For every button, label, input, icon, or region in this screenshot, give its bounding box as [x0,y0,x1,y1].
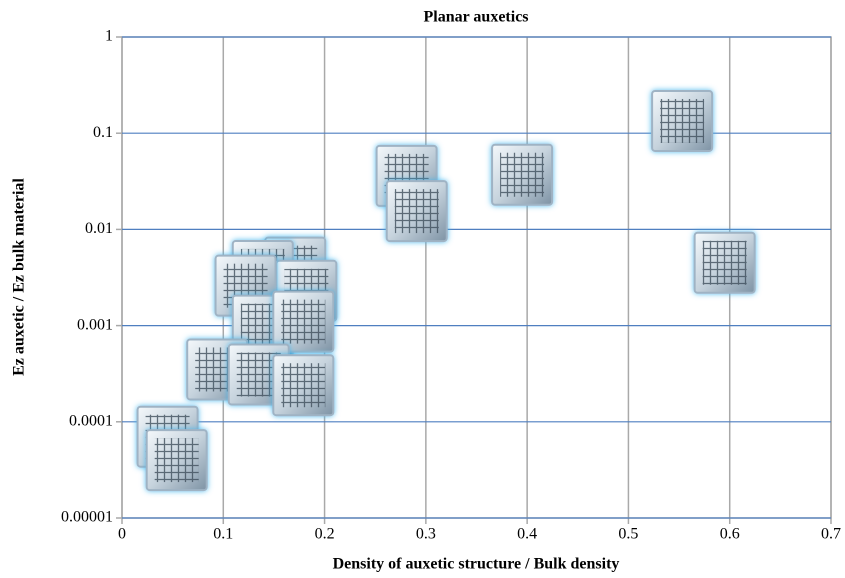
point [272,354,335,417]
y-tick-label: 0.01 [85,220,113,237]
point-lattice [702,240,747,285]
point-lattice [660,98,705,143]
x-tick-label: 0 [118,526,126,543]
x-axis-title: Density of auxetic structure / Bulk dens… [333,556,620,573]
point [145,429,208,492]
x-tick-label: 0.2 [315,526,335,543]
x-tick-label: 0.6 [720,526,740,543]
x-tick-label: 0.7 [821,526,841,543]
point [272,290,335,353]
point [693,231,756,294]
point [651,89,714,152]
point [491,143,554,206]
point-lattice [154,438,199,483]
x-tick-label: 0.5 [618,526,638,543]
point-lattice [394,189,439,234]
chart-title: Planar auxetics [423,9,528,26]
y-tick-label: 0.00001 [61,509,113,526]
y-tick-label: 0.1 [93,124,113,141]
point-lattice [281,363,326,408]
point-lattice [281,299,326,344]
x-tick-label: 0.3 [416,526,436,543]
point [385,180,448,243]
point-lattice [500,152,545,197]
x-tick-label: 0.1 [213,526,233,543]
y-tick-label: 0.001 [77,316,113,333]
x-tick-label: 0.4 [517,526,537,543]
y-tick-label: 0.0001 [69,412,113,429]
y-axis-title: Ez auxetic / Ez bulk material [11,178,28,376]
y-tick-label: 1 [105,28,113,45]
